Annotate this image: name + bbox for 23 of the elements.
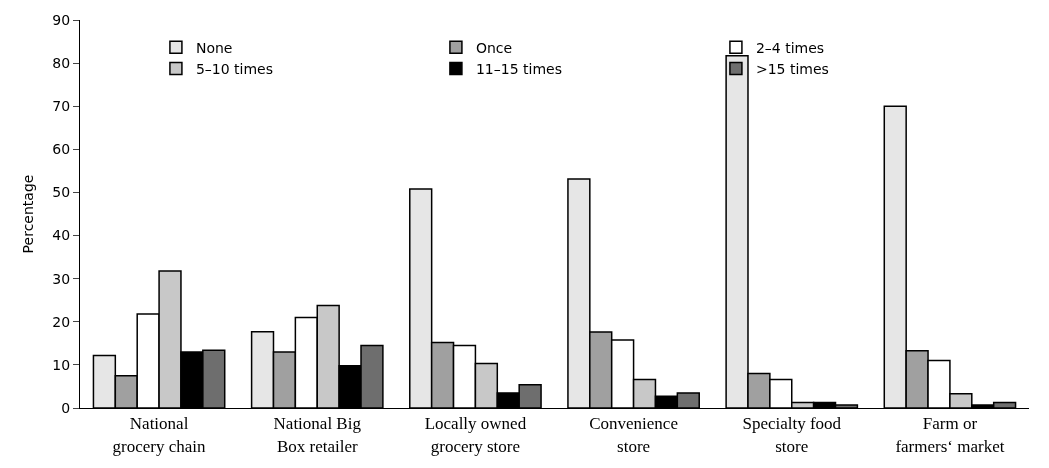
x-tick-label: Farm or farmers‘ market xyxy=(895,414,1005,456)
y-tick-label: 40 xyxy=(52,227,71,244)
x-tick-label: Convenience store xyxy=(589,414,678,456)
y-axis-title: Percentage xyxy=(19,174,36,254)
legend-label: 5–10 times xyxy=(195,60,274,77)
legend-label: Once xyxy=(475,39,513,56)
legend-label: 11–15 times xyxy=(475,60,562,77)
y-tick-label: 0 xyxy=(61,399,71,416)
y-tick-label: 50 xyxy=(52,184,71,201)
x-tick-label: Specialty food store xyxy=(742,414,842,456)
x-tick-label: National Big Box retailer xyxy=(273,414,362,456)
legend-label: >15 times xyxy=(755,60,829,77)
y-tick-label: 20 xyxy=(52,313,71,330)
y-tick-label: 80 xyxy=(52,55,71,72)
x-tick-label: National grocery chain xyxy=(112,414,207,456)
legend-label: 2–4 times xyxy=(755,39,825,56)
y-tick-label: 90 xyxy=(52,11,71,28)
y-tick-label: 60 xyxy=(52,141,71,158)
legend-label: None xyxy=(195,39,233,56)
y-tick-label: 30 xyxy=(52,270,71,287)
y-tick-label: 70 xyxy=(52,98,71,115)
x-tick-label: Locally owned grocery store xyxy=(424,414,527,456)
y-tick-label: 10 xyxy=(52,356,71,373)
